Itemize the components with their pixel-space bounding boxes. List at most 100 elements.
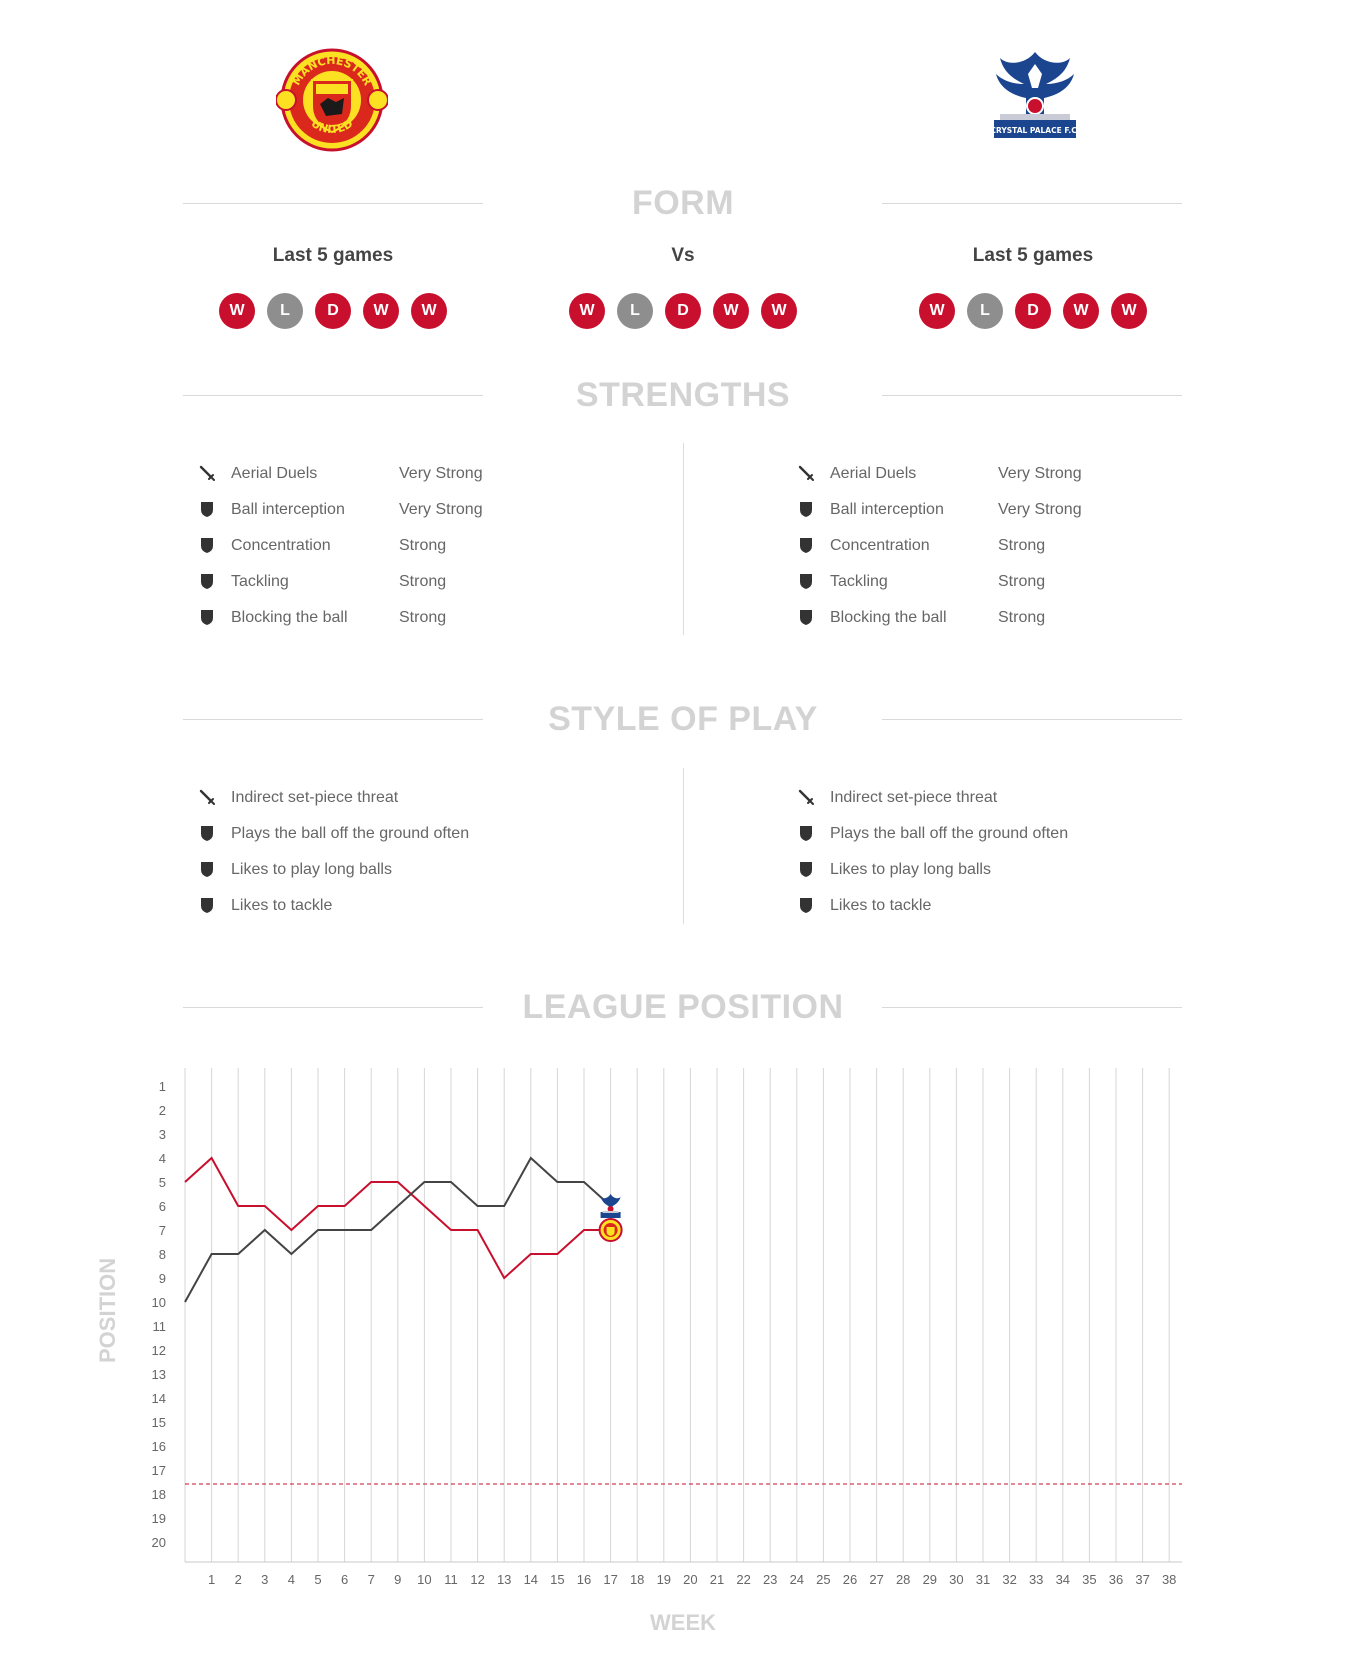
- form-rule-left: [183, 203, 483, 204]
- y-tick-label: 8: [159, 1247, 166, 1262]
- attribute-label: Likes to play long balls: [231, 861, 392, 878]
- attribute-label: Aerial Duels: [830, 465, 917, 482]
- x-tick-label: 24: [790, 1572, 804, 1587]
- attribute-label: Tackling: [231, 573, 289, 590]
- x-tick-label: 17: [603, 1572, 617, 1587]
- x-tick-label: 5: [314, 1572, 321, 1587]
- y-tick-label: 18: [152, 1487, 166, 1502]
- y-tick-label: 9: [159, 1271, 166, 1286]
- form-vs-heading: Vs: [671, 245, 695, 266]
- x-tick-label: 13: [497, 1572, 511, 1587]
- form-result-badge: L: [267, 293, 303, 329]
- x-tick-label: 16: [577, 1572, 591, 1587]
- x-tick-label: 6: [341, 1572, 348, 1587]
- x-tick-label: 36: [1109, 1572, 1123, 1587]
- y-tick-label: 6: [159, 1199, 166, 1214]
- league-section-title: LEAGUE POSITION: [522, 988, 844, 1026]
- style-section-title: STYLE OF PLAY: [548, 700, 818, 738]
- series-line-manchester-united: [184, 1156, 611, 1280]
- form-result-badge: W: [761, 293, 797, 329]
- crystal-palace-crest-icon: CRYSTAL PALACE F.C.: [990, 52, 1080, 138]
- y-tick-label: 17: [152, 1463, 166, 1478]
- shield-icon: [798, 537, 814, 553]
- y-tick-label: 10: [152, 1295, 166, 1310]
- y-tick-label: 4: [159, 1151, 166, 1166]
- x-tick-label: 23: [763, 1572, 777, 1587]
- strengths-section-title: STRENGTHS: [575, 376, 791, 414]
- style-rule-right: [882, 719, 1182, 720]
- form-section-title: FORM: [631, 184, 735, 222]
- x-tick-label: 11: [444, 1572, 458, 1587]
- x-tick-label: 32: [1002, 1572, 1016, 1587]
- attribute-label: Indirect set-piece threat: [830, 789, 998, 806]
- attribute-level: Strong: [399, 609, 447, 626]
- attribute-label: Blocking the ball: [231, 609, 348, 626]
- attribute-level: Very Strong: [399, 501, 483, 518]
- x-tick-label: 18: [630, 1572, 644, 1587]
- form-result-badge: L: [617, 293, 653, 329]
- svg-text:UNITED: UNITED: [309, 117, 355, 136]
- form-result-badge: W: [1111, 293, 1147, 329]
- attribute-level: Very Strong: [998, 465, 1082, 482]
- x-tick-label: 3: [261, 1572, 268, 1587]
- attribute-label: Likes to tackle: [231, 897, 333, 914]
- attribute-label: Plays the ball off the ground often: [231, 825, 470, 842]
- x-tick-label: 15: [550, 1572, 564, 1587]
- shield-icon: [199, 537, 215, 553]
- attribute-label: Likes to play long balls: [830, 861, 991, 878]
- y-tick-label: 1: [159, 1079, 166, 1094]
- x-tick-label: 35: [1082, 1572, 1096, 1587]
- attribute-level: Very Strong: [998, 501, 1082, 518]
- x-tick-label: 19: [657, 1572, 671, 1587]
- league-rule-left: [183, 1007, 483, 1008]
- x-tick-label: 26: [843, 1572, 857, 1587]
- manchester-united-crest-icon: MANCHESTER UNITED: [276, 48, 388, 152]
- form-result-badge: W: [363, 293, 399, 329]
- shield-icon: [798, 897, 814, 913]
- chart-y-axis-title: POSITION: [95, 1257, 120, 1363]
- attribute-label: Blocking the ball: [830, 609, 947, 626]
- league-rule-right: [882, 1007, 1182, 1008]
- shield-icon: [798, 501, 814, 517]
- y-tick-label: 2: [159, 1103, 166, 1118]
- x-tick-label: 21: [710, 1572, 724, 1587]
- shield-icon: [199, 501, 215, 517]
- form-result-badge: D: [665, 293, 701, 329]
- form-result-badge: W: [569, 293, 605, 329]
- form-result-badge: W: [1063, 293, 1099, 329]
- y-tick-label: 7: [159, 1223, 166, 1238]
- attribute-level: Strong: [399, 573, 447, 590]
- attribute-level: Very Strong: [399, 465, 483, 482]
- form-result-badge: W: [919, 293, 955, 329]
- chart-x-axis-title: WEEK: [650, 1610, 716, 1635]
- form-rule-right: [882, 203, 1182, 204]
- x-tick-label: 22: [736, 1572, 750, 1587]
- strengths-rule-right: [882, 395, 1182, 396]
- shield-icon: [199, 573, 215, 589]
- attribute-label: Tackling: [830, 573, 888, 590]
- x-tick-label: 38: [1162, 1572, 1176, 1587]
- attribute-level: Strong: [998, 537, 1046, 554]
- x-tick-label: 37: [1135, 1572, 1149, 1587]
- attribute-level: Strong: [399, 537, 447, 554]
- strengths-rule-left: [183, 395, 483, 396]
- x-tick-label: 20: [683, 1572, 697, 1587]
- strengths-divider: [683, 443, 684, 635]
- x-tick-label: 34: [1056, 1572, 1070, 1587]
- x-tick-label: 12: [470, 1572, 484, 1587]
- x-tick-label: 29: [923, 1572, 937, 1587]
- x-tick-label: 27: [869, 1572, 883, 1587]
- x-tick-label: 30: [949, 1572, 963, 1587]
- sword-icon: [199, 789, 215, 805]
- shield-icon: [798, 825, 814, 841]
- x-tick-label: 28: [896, 1572, 910, 1587]
- shield-icon: [798, 609, 814, 625]
- cp-crest-text: CRYSTAL PALACE F.C.: [990, 126, 1079, 135]
- attribute-label: Ball interception: [830, 501, 944, 518]
- form-right-heading: Last 5 games: [972, 245, 1094, 266]
- style-divider: [683, 768, 684, 924]
- form-left-heading: Last 5 games: [272, 245, 394, 266]
